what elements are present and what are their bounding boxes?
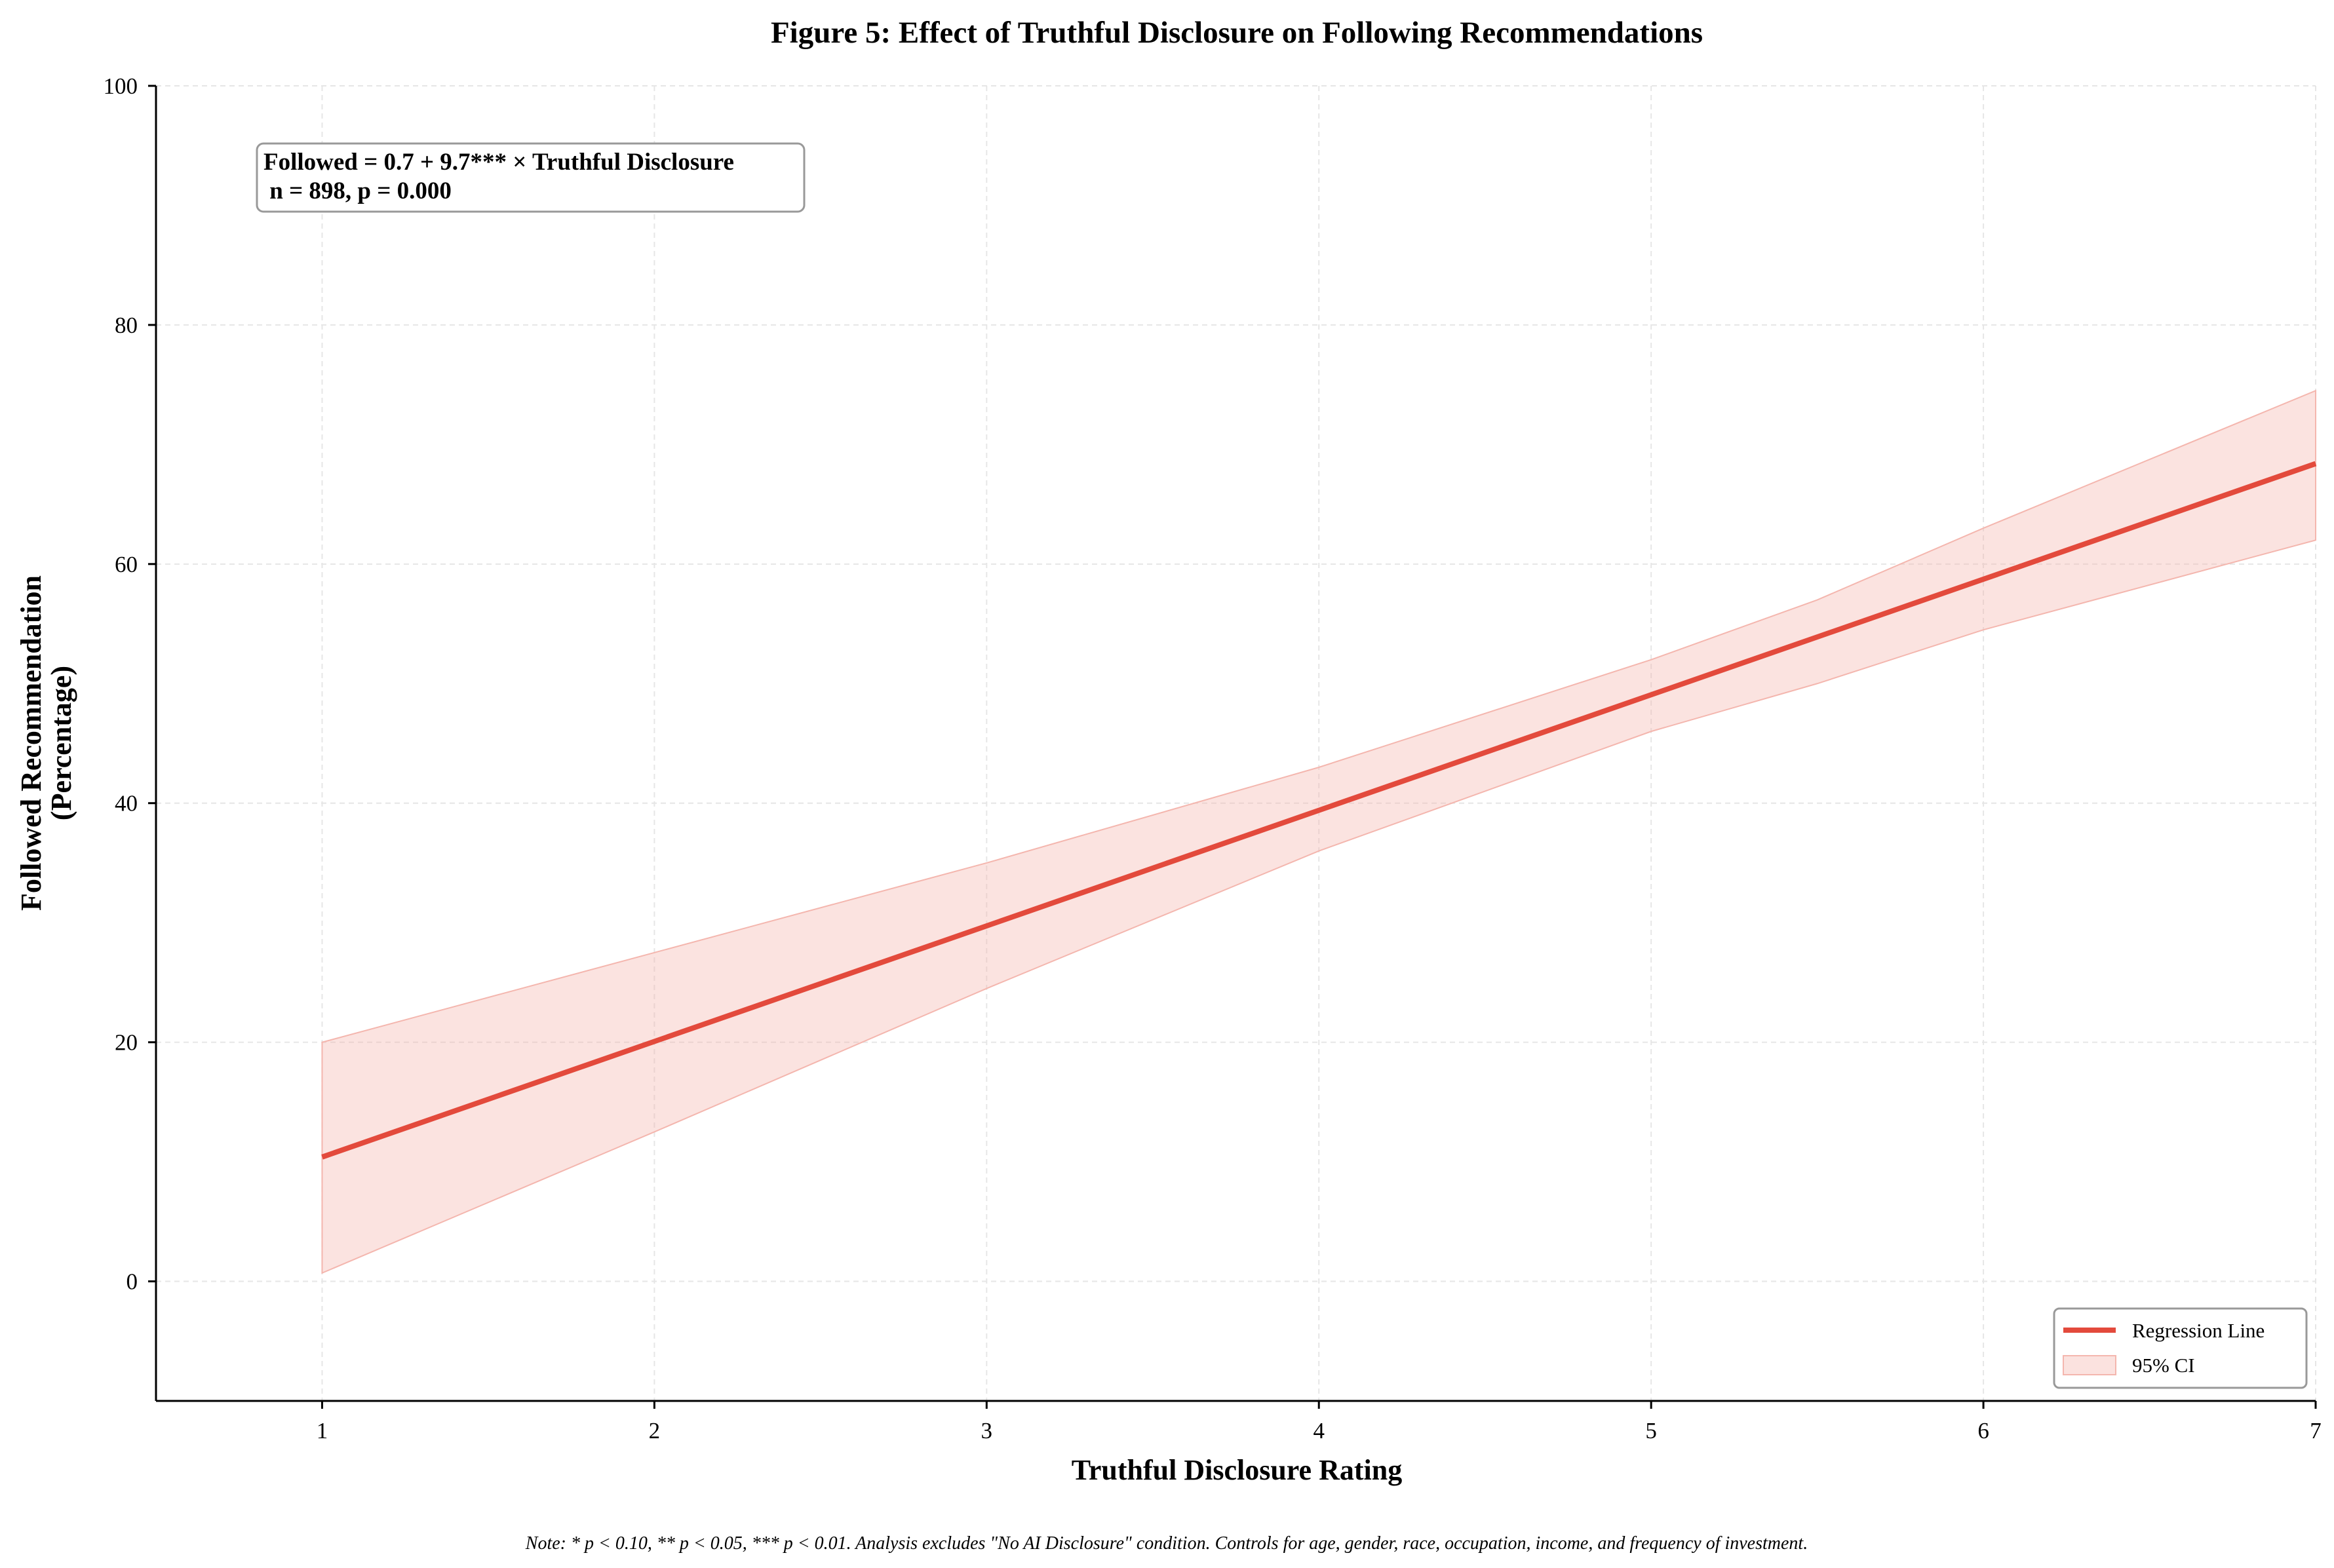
- y-axis-label-line2: (Percentage): [45, 666, 77, 820]
- y-tick-label: 60: [115, 552, 138, 577]
- y-tick-label: 80: [115, 313, 138, 338]
- legend: Regression Line 95% CI: [2053, 1307, 2308, 1389]
- x-tick-label: 1: [317, 1418, 328, 1444]
- ci-band: [321, 389, 2316, 1274]
- y-axis-label: Followed Recommendation (Percentage): [15, 575, 77, 911]
- x-tick-label: 6: [1977, 1418, 1989, 1444]
- x-tick-label: 4: [1313, 1418, 1325, 1444]
- x-axis-ticks: 1 2 3 4 5 6 7: [317, 1401, 2322, 1444]
- legend-label-ci: 95% CI: [2132, 1354, 2195, 1377]
- x-tick-label: 7: [2310, 1418, 2322, 1444]
- confidence-band-layer: [321, 389, 2316, 1274]
- y-tick-label: 0: [126, 1269, 138, 1295]
- footnote: Note: * p < 0.10, ** p < 0.05, *** p < 0…: [525, 1533, 1808, 1554]
- annotation-frame: [256, 142, 806, 213]
- legend-frame: [2053, 1307, 2308, 1389]
- y-tick-label: 100: [104, 73, 138, 99]
- y-tick-label: 40: [115, 791, 138, 816]
- annotation-stats: n = 898, p = 0.000: [263, 178, 452, 204]
- x-tick-label: 3: [981, 1418, 993, 1444]
- legend-band-swatch: [2063, 1355, 2116, 1375]
- regression-line-layer: [321, 461, 2317, 1160]
- y-tick-label: 20: [115, 1030, 138, 1056]
- chart-title: Figure 5: Effect of Truthful Disclosure …: [771, 16, 1703, 50]
- x-tick-label: 5: [1645, 1418, 1657, 1444]
- legend-label-regression: Regression Line: [2132, 1319, 2265, 1342]
- annotation-equation: Followed = 0.7 + 9.7*** × Truthful Discl…: [263, 149, 734, 176]
- annotation-box: Followed = 0.7 + 9.7*** × Truthful Discl…: [256, 142, 806, 213]
- x-tick-label: 2: [649, 1418, 661, 1444]
- y-axis-ticks: 0 20 40 60 80 100: [104, 73, 156, 1295]
- regression-line: [321, 461, 2317, 1160]
- y-axis-label-line1: Followed Recommendation: [15, 575, 47, 911]
- x-axis-label: Truthful Disclosure Rating: [1072, 1454, 1402, 1486]
